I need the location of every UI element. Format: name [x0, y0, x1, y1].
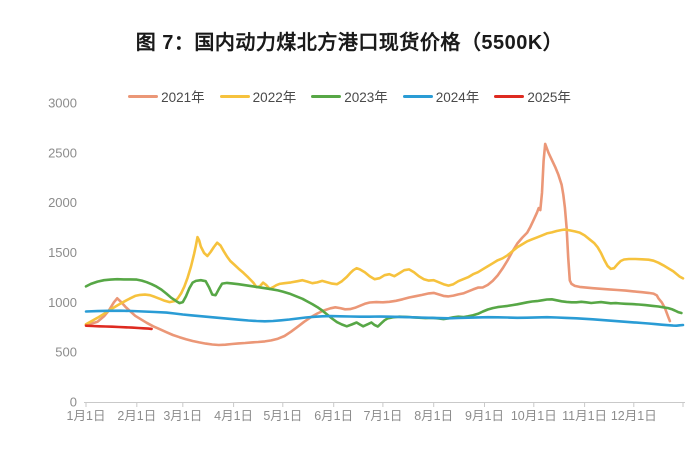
legend-label: 2021年	[161, 90, 205, 105]
legend-label: 2024年	[435, 90, 480, 105]
y-axis-tick-label: 1500	[48, 245, 77, 260]
legend-label: 2022年	[252, 90, 297, 105]
x-axis-tick-label: 2月1日	[117, 409, 156, 423]
x-axis-tick-label: 6月1日	[314, 409, 353, 423]
legend-item: 2022年	[219, 86, 297, 106]
legend-item: 2021年	[128, 86, 205, 106]
x-axis-tick-label: 11月1日	[562, 409, 607, 423]
x-axis-tick-label: 8月1日	[414, 409, 453, 423]
y-axis-tick-label: 3000	[48, 96, 77, 111]
x-axis-tick-label: 12月1日	[611, 409, 657, 423]
legend-swatch-line-icon	[128, 94, 159, 98]
x-axis-tick-label: 5月1日	[263, 409, 302, 423]
x-axis-tick-label: 1月1日	[67, 409, 106, 423]
y-axis-tick-label: 0	[70, 395, 77, 410]
x-axis-tick-label: 9月1日	[465, 409, 504, 423]
legend-swatch-line-icon	[494, 94, 525, 98]
series-line-2025年	[84, 324, 153, 331]
series-line-2021年	[84, 142, 672, 347]
legend-item: 2024年	[402, 86, 480, 106]
x-axis-tick-label: 7月1日	[363, 409, 402, 423]
y-axis-tick-label: 1000	[48, 295, 77, 310]
series-line-2024年	[84, 309, 685, 328]
chart-legend: 2021年 2022年 2023年 2024年 2025年	[0, 87, 699, 105]
x-axis-tick-label: 4月1日	[214, 409, 253, 423]
y-axis-tick-label: 2000	[48, 195, 77, 210]
chart-title: 图 7：国内动力煤北方港口现货价格（5500K）	[135, 32, 564, 54]
y-axis-tick-label: 2500	[48, 145, 77, 160]
legend-label: 2023年	[344, 90, 388, 105]
x-axis-tick-label: 3月1日	[163, 409, 202, 423]
y-axis-tick-label: 500	[55, 345, 77, 360]
legend-label: 2025年	[527, 90, 571, 105]
legend-item: 2023年	[311, 86, 388, 106]
legend-swatch-line-icon	[311, 94, 342, 98]
x-axis-tick-label: 10月1日	[511, 409, 557, 423]
series-line-2022年	[84, 228, 685, 326]
legend-item: 2025年	[494, 86, 571, 106]
legend-swatch-line-icon	[402, 94, 433, 98]
legend-swatch-line-icon	[219, 94, 250, 98]
series-line-2023年	[84, 277, 683, 328]
